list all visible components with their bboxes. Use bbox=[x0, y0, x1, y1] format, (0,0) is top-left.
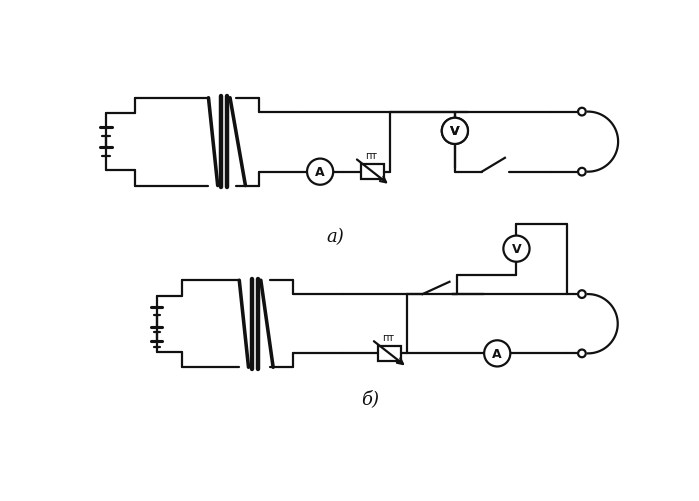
Text: V: V bbox=[512, 242, 521, 256]
Circle shape bbox=[442, 119, 468, 145]
Circle shape bbox=[307, 159, 333, 185]
Circle shape bbox=[484, 341, 510, 367]
Text: A: A bbox=[492, 347, 502, 360]
Text: пт: пт bbox=[365, 151, 377, 161]
Circle shape bbox=[503, 236, 530, 262]
Circle shape bbox=[578, 350, 586, 358]
Circle shape bbox=[442, 119, 468, 145]
Circle shape bbox=[578, 109, 586, 116]
Bar bbox=[378, 346, 401, 361]
Text: V: V bbox=[450, 125, 460, 138]
Text: V: V bbox=[450, 125, 460, 138]
Text: б): б) bbox=[361, 389, 379, 407]
Circle shape bbox=[578, 291, 586, 298]
Text: A: A bbox=[315, 166, 325, 179]
Text: а): а) bbox=[326, 228, 345, 246]
Bar bbox=[361, 165, 384, 180]
Circle shape bbox=[578, 168, 586, 176]
Text: пт: пт bbox=[382, 332, 394, 342]
